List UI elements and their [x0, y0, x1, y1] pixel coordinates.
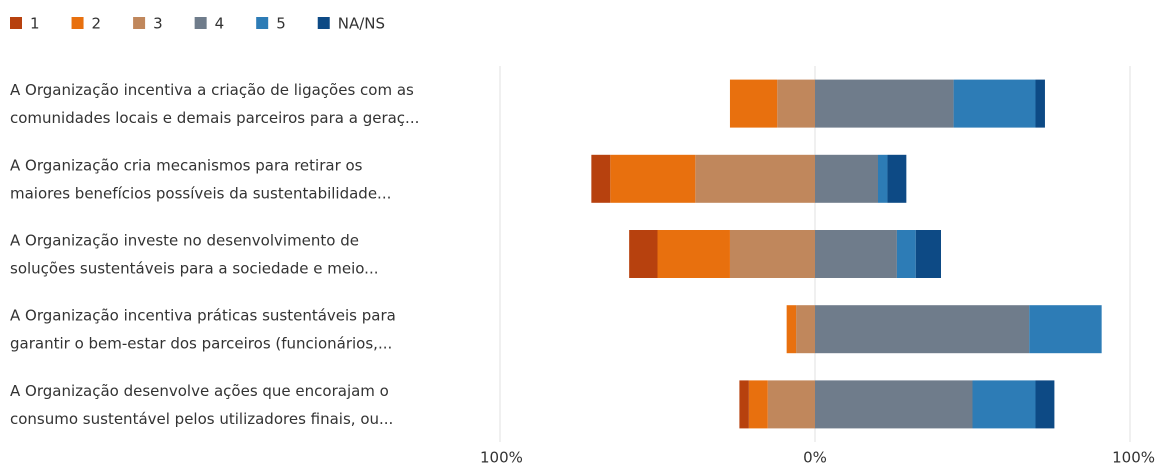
bar-segment — [815, 305, 1030, 354]
bar-segment — [887, 154, 907, 203]
legend-label: 3 — [153, 15, 163, 33]
legend-label: 4 — [215, 15, 225, 33]
bar-segment — [786, 305, 797, 354]
legend-label: 5 — [276, 15, 286, 33]
bar-segment — [878, 154, 888, 203]
category-label: consumo sustentável pelos utilizadores f… — [10, 410, 393, 428]
legend-label: NA/NS — [338, 15, 385, 33]
bar-segment — [796, 305, 815, 354]
bar-segment — [729, 230, 815, 278]
x-tick-label: 100% — [480, 449, 523, 467]
bar-segment — [777, 79, 815, 128]
x-tick-label: 0% — [803, 449, 827, 467]
category-label: A Organização investe no desenvolvimento… — [10, 232, 359, 250]
bar-segment — [815, 154, 878, 203]
bar-segment — [610, 154, 696, 203]
bar-segment — [972, 380, 1036, 429]
legend-label: 2 — [92, 15, 102, 33]
category-label: maiores benefícios possíveis da sustenta… — [10, 184, 391, 202]
bar-segment — [896, 230, 916, 278]
legend-swatch — [133, 17, 146, 29]
legend-swatch — [10, 17, 22, 29]
bar-segment — [729, 79, 778, 128]
category-label: A Organização cria mecanismos para retir… — [10, 156, 363, 174]
legend-label: 1 — [30, 15, 40, 33]
legend-swatch — [194, 17, 207, 29]
bar-segment — [1035, 79, 1045, 128]
bar-segment — [739, 380, 749, 429]
legend-swatch — [256, 17, 269, 29]
bar-segment — [748, 380, 768, 429]
bar-segment — [1035, 380, 1055, 429]
bar-segment — [815, 79, 954, 128]
bar-segment — [591, 154, 611, 203]
category-label: A Organização desenvolve ações que encor… — [10, 382, 389, 400]
bar-segment — [1029, 305, 1102, 354]
x-tick-label: 100% — [1112, 449, 1155, 467]
category-label: garantir o bem-estar dos parceiros (func… — [10, 335, 392, 353]
category-label: A Organização incentiva práticas sustent… — [10, 307, 396, 325]
bar-segment — [629, 230, 658, 278]
bar-segment — [815, 380, 973, 429]
bar-segment — [815, 230, 897, 278]
bar-segment — [767, 380, 815, 429]
category-label: comunidades locais e demais parceiros pa… — [10, 109, 419, 127]
bar-segment — [953, 79, 1036, 128]
bar-segment — [695, 154, 815, 203]
bar-segment — [657, 230, 730, 278]
bar-segment — [915, 230, 941, 278]
category-label: soluções sustentáveis para a sociedade e… — [10, 260, 378, 278]
category-label: A Organização incentiva a criação de lig… — [10, 81, 414, 99]
legend-swatch — [71, 17, 84, 29]
legend-swatch — [317, 17, 330, 29]
